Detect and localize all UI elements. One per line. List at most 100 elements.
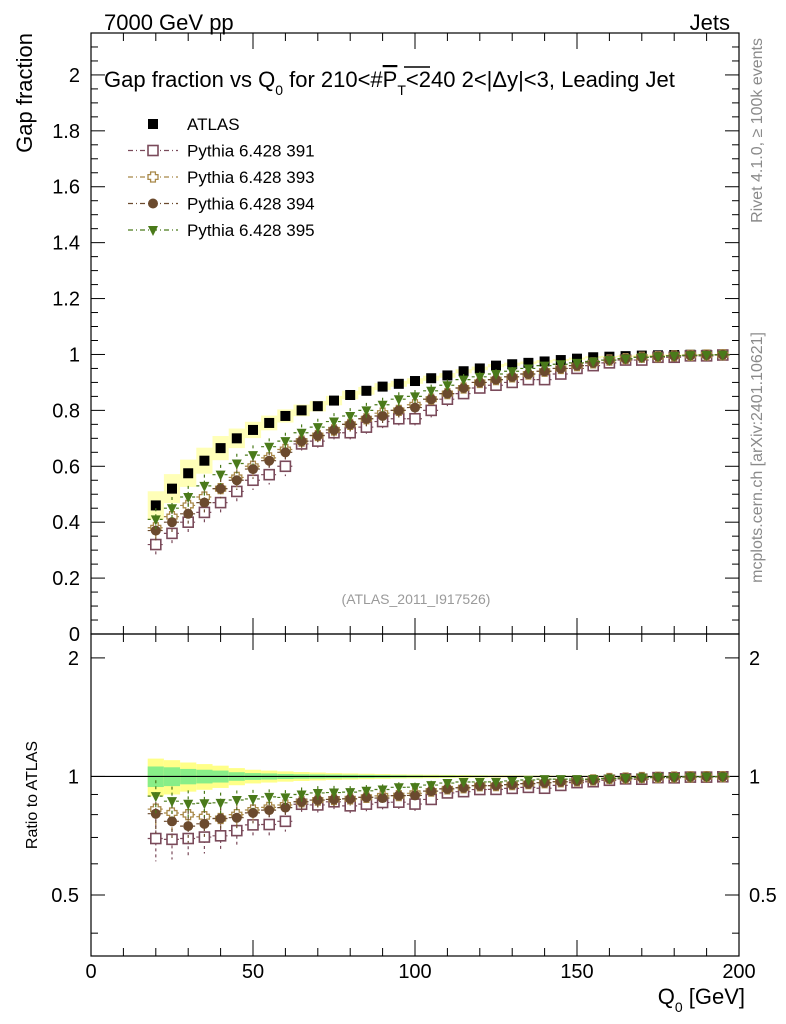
ratio-point — [264, 805, 275, 816]
data-point — [523, 364, 534, 375]
title-overline-p: P — [383, 67, 398, 92]
data-point — [280, 447, 291, 458]
data-point — [166, 527, 178, 540]
data-point — [280, 437, 291, 448]
ratio-tick-label-right: 2 — [749, 648, 760, 670]
data-point — [361, 413, 372, 424]
ratio-panel: 0.5 0.5 1 1 2 2 Ratio to ATLAS — [24, 633, 777, 957]
main-x-ticks — [90, 33, 740, 634]
ratio-point — [150, 808, 161, 819]
data-point — [377, 410, 388, 421]
ratio-point — [248, 794, 258, 805]
ratio-point — [167, 816, 177, 827]
title-part-3: <240 2<|Δy|<3, Leading Jet — [406, 67, 675, 92]
y-tick-label: 0.8 — [52, 400, 80, 422]
ratio-point — [167, 797, 177, 808]
ratio-series-pythia-6-428-395 — [147, 772, 731, 819]
ratio-point — [312, 788, 323, 799]
atlas-point — [183, 468, 194, 479]
main-y-ticks: 0 0.2 0.4 0.6 0.8 1 1.2 1.4 1.6 1.8 2 — [52, 46, 739, 646]
ratio-point — [183, 799, 194, 810]
atlas-point — [393, 378, 404, 389]
legend-entry: Pythia 6.428 393 — [128, 168, 315, 187]
ratio-point — [199, 818, 210, 829]
data-point — [426, 386, 437, 397]
y-tick-label: 0.6 — [52, 456, 80, 478]
data-point — [393, 395, 404, 406]
ratio-point — [717, 772, 728, 783]
ratio-point — [198, 831, 211, 843]
x-tick-label: 0 — [85, 961, 96, 983]
data-point — [199, 497, 210, 508]
data-point — [231, 459, 242, 470]
data-point — [717, 350, 728, 361]
ratio-tick-label-left: 1 — [68, 766, 79, 788]
y-tick-label: 1.6 — [52, 177, 80, 199]
data-point — [264, 442, 275, 453]
data-point — [248, 464, 258, 475]
ratio-tick-label-right: 0.5 — [749, 885, 777, 907]
ratio-y-axis-label: Ratio to ATLAS — [24, 741, 41, 849]
data-point — [442, 381, 453, 392]
legend-label: Pythia 6.428 394 — [187, 195, 315, 214]
data-point — [247, 474, 259, 487]
ratio-point — [393, 790, 404, 801]
data-point — [507, 367, 518, 378]
legend-marker — [148, 119, 158, 129]
ratio-point — [345, 793, 356, 804]
data-point — [669, 351, 680, 362]
ratio-point — [264, 792, 275, 803]
atlas-point — [312, 401, 323, 412]
data-point — [329, 424, 339, 435]
ratio-point — [426, 781, 437, 792]
data-point — [361, 406, 372, 417]
ratio-tick-label-left: 2 — [68, 648, 79, 670]
series-pythia-6-428-391 — [147, 349, 731, 556]
data-point — [199, 481, 210, 492]
atlas-point — [442, 370, 453, 381]
title-part-2: for 210<# — [283, 67, 383, 92]
x-axis-label-sub: 0 — [675, 999, 683, 1015]
main-panel: 0 0.2 0.4 0.6 0.8 1 1.2 1.4 1.6 1.8 2 Gap fraction… — [12, 32, 740, 646]
atlas-point — [410, 376, 420, 387]
atlas-point — [458, 366, 469, 377]
x-axis-label-q: Q — [658, 984, 675, 1009]
ratio-point — [409, 798, 421, 810]
legend-entry: Pythia 6.428 395 — [128, 221, 315, 240]
legend-marker — [148, 226, 158, 236]
ratio-tick-label-right: 1 — [749, 766, 760, 788]
header-right-label: Jets — [690, 10, 730, 35]
data-point — [539, 361, 550, 372]
data-point — [214, 496, 227, 509]
data-point — [620, 354, 631, 365]
ratio-bands — [91, 758, 739, 797]
y-tick-label: 1.4 — [52, 233, 80, 255]
data-point — [312, 423, 323, 434]
title-part-1: Gap fraction vs Q — [104, 67, 275, 92]
atlas-point — [539, 356, 550, 367]
ratio-point — [215, 798, 226, 809]
atlas-point — [491, 360, 501, 371]
data-point — [604, 356, 615, 367]
ratio-point — [410, 783, 420, 794]
ratio-point — [572, 775, 582, 786]
atlas-point — [377, 381, 388, 392]
rivet-label: Rivet 4.1.0, ≥ 100k events — [749, 38, 766, 223]
data-point — [215, 483, 226, 494]
data-point — [150, 515, 161, 526]
ratio-point — [199, 799, 210, 810]
ratio-point — [166, 833, 178, 846]
data-point — [425, 404, 438, 417]
ratio-point — [410, 790, 420, 801]
ratio-point — [491, 777, 501, 788]
data-point — [231, 475, 242, 486]
ratio-point — [345, 788, 356, 799]
legend-label: ATLAS — [187, 115, 240, 134]
y-tick-label: 1.8 — [52, 121, 80, 143]
atlas-point — [167, 483, 177, 494]
y-tick-label: 1.2 — [52, 289, 80, 311]
legend: ATLAS Pythia 6.428 391 Pythia 6.428 393 Pyt… — [128, 115, 315, 240]
legend-entry: Pythia 6.428 391 — [128, 142, 315, 161]
data-point — [263, 468, 276, 481]
